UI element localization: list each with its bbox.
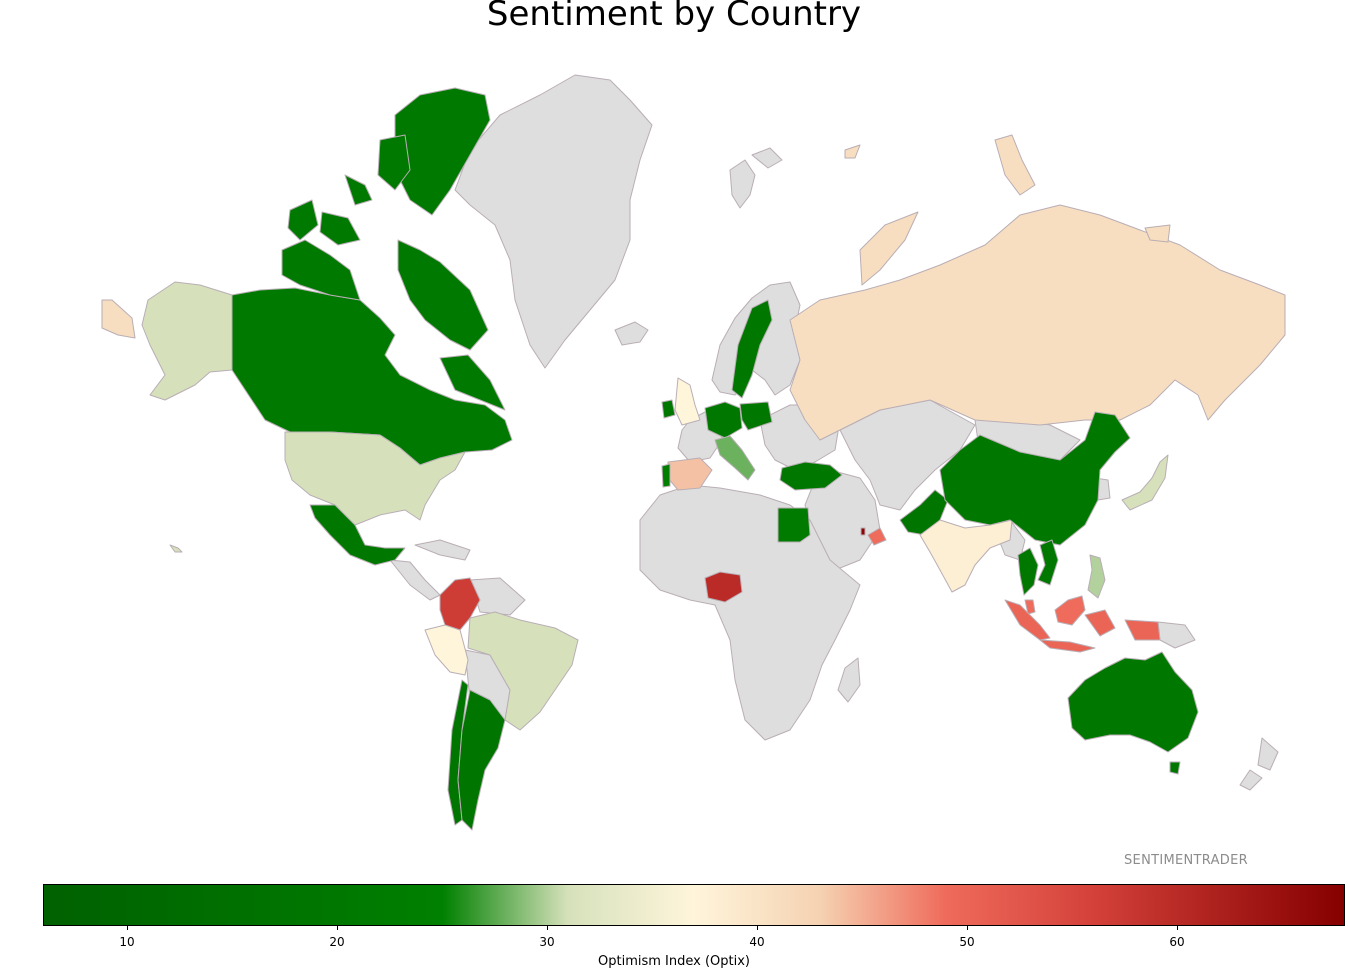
colorbar-tick [127,926,128,930]
country-no-data [639,484,861,741]
country-russia [101,299,136,339]
country-canada [439,354,506,411]
country-united-arab-emirates [867,527,887,546]
country-indonesia [1084,609,1116,637]
country-argentina [457,689,506,831]
country-no-data [751,147,783,169]
country-italy [714,435,756,481]
watermark-text: SENTIMENTRADER [1124,853,1248,868]
country-no-data [1257,737,1279,771]
country-ireland [661,399,676,419]
colorbar-tick [1177,926,1178,930]
country-russia [789,204,1286,441]
country-australia [1169,761,1181,775]
country-russia [1144,224,1171,243]
country-poland [739,401,773,431]
country-canada [287,199,319,241]
country-malaysia [1024,599,1036,615]
country-peru [424,624,469,676]
country-india [919,519,1013,593]
colorbar-tick [337,926,338,930]
country-indonesia [1124,619,1161,641]
country-canada [377,134,411,191]
country-united-states [141,281,233,401]
colorbar [43,884,1345,926]
country-russia [859,211,919,286]
country-no-data [414,539,471,561]
colorbar-tick [967,926,968,930]
country-united-kingdom [674,377,701,426]
country-no-data [804,469,881,571]
country-russia [994,134,1036,196]
country-malaysia [1054,595,1086,626]
country-spain [667,457,713,491]
country-no-data [729,159,756,209]
colorbar-tick-label: 20 [329,935,345,949]
country-turkey [779,461,843,491]
country-brazil [467,611,579,731]
country-no-data [389,559,441,601]
country-canada [344,174,373,206]
country-no-data [1157,621,1196,649]
colorbar-tick-label: 60 [1169,935,1185,949]
country-no-data [837,657,861,703]
colorbar-tick-label: 50 [959,935,975,949]
colorbar-tick-label: 10 [119,935,135,949]
country-indonesia [1004,599,1051,641]
country-no-data [469,577,526,616]
country-thailand [1017,547,1039,596]
country-sweden [731,299,773,399]
country-canada [394,87,491,216]
colorbar-label: Optimism Index (Optix) [598,954,750,969]
country-no-data [1239,769,1263,791]
colorbar-tick-label: 40 [749,935,765,949]
country-nigeria [704,571,743,603]
country-egypt [777,507,811,543]
colorbar-tick [757,926,758,930]
country-canada [281,239,361,301]
country-australia [1067,651,1199,753]
country-qatar [860,527,866,536]
colorbar-tick [547,926,548,930]
country-japan [1121,454,1169,511]
country-china [939,411,1131,546]
country-germany [704,401,743,439]
country-vietnam [1037,539,1059,586]
country-united-states [169,544,183,553]
country-canada [319,211,361,246]
country-no-data [614,321,649,346]
world-choropleth-map [101,74,1286,831]
country-united-states [284,431,466,526]
country-indonesia [1039,639,1096,653]
country-philippines [1087,554,1106,599]
map-title: Sentiment by Country [486,0,862,34]
country-no-data [454,74,653,369]
colorbar-axis: 10 20 30 40 50 60 [43,926,1345,970]
country-portugal [661,463,671,488]
colorbar-tick-label: 30 [539,935,555,949]
country-mexico [309,504,406,566]
country-canada [397,239,489,351]
country-russia [844,144,861,159]
